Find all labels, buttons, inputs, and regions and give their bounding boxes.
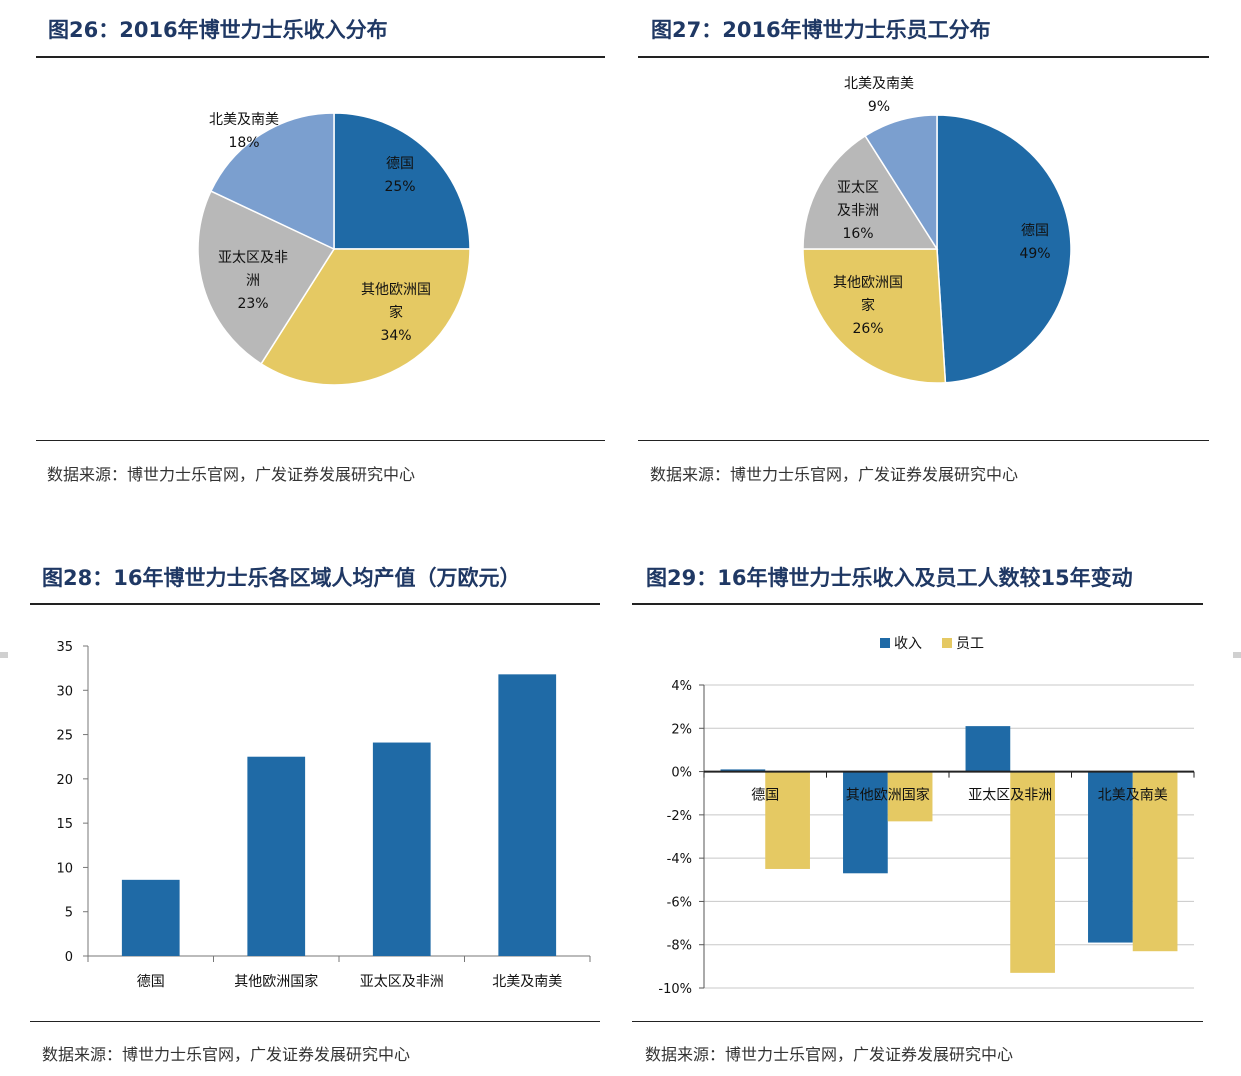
chart28-bar-chart: 0 5 10 15 20 25 30 35 德国 其他欧洲国家 亚太区及非洲 北美及南美 bbox=[56, 640, 591, 990]
chart27-slice-0 bbox=[936, 114, 1072, 384]
chart29-bar-1-2 bbox=[1010, 771, 1055, 973]
chart28-bar-3 bbox=[498, 674, 557, 956]
chart27-slice-3-percent: 9% bbox=[868, 99, 890, 115]
page-edge-mark-left bbox=[0, 652, 8, 658]
chart29-bar-0-0 bbox=[720, 769, 766, 772]
chart28-bar-1 bbox=[247, 756, 306, 956]
chart27-pie: 德国 49% 其他欧洲国家 26% 亚太区及非洲 16% 北美及南美 9% bbox=[802, 76, 1072, 384]
chart27-slice-0-label-line-0: 德国 bbox=[1021, 223, 1049, 239]
chart27-slice-3-label-line-0: 北美及南美 bbox=[844, 76, 914, 92]
chart29-title: 图29：16年博世力士乐收入及员工人数较15年变动 bbox=[646, 566, 1133, 590]
chart26-slice-1-label-line-1: 家 bbox=[389, 304, 403, 321]
chart27-slice-3 bbox=[864, 114, 938, 252]
chart28-ytick-label-4: 20 bbox=[56, 773, 73, 788]
chart26-slice-3 bbox=[209, 112, 335, 251]
chart27-slice-2-percent: 16% bbox=[842, 226, 873, 242]
chart29-top-rule bbox=[632, 603, 1203, 605]
chart26-slice-3-label-line-0: 北美及南美 bbox=[209, 112, 279, 128]
chart26-slice-2-percent: 23% bbox=[237, 296, 268, 312]
chart28-ytick-label-2: 10 bbox=[56, 861, 73, 876]
chart26-slice-1-label-line-0: 其他欧洲国 bbox=[361, 282, 431, 298]
chart29-ytick-label-6: -8% bbox=[667, 939, 692, 954]
chart28-category-label-0: 德国 bbox=[137, 974, 165, 990]
chart29-ytick-label-5: -6% bbox=[667, 895, 692, 910]
chart27-slice-1 bbox=[802, 248, 947, 384]
chart27-slice-1-label-line-0: 其他欧洲国 bbox=[833, 275, 903, 291]
chart29-legend-swatch-1 bbox=[942, 638, 952, 648]
chart29-ytick-label-3: -2% bbox=[667, 809, 692, 824]
chart28-bar-2 bbox=[372, 742, 431, 956]
chart29-bar-1-0 bbox=[765, 771, 810, 869]
chart27-slice-2-label-line-0: 亚太区 bbox=[837, 180, 879, 196]
chart28-source: 数据来源：博世力士乐官网，广发证券发展研究中心 bbox=[42, 1045, 411, 1064]
chart26-source: 数据来源：博世力士乐官网，广发证券发展研究中心 bbox=[47, 465, 416, 484]
chart28-title: 图28：16年博世力士乐各区域人均产值（万欧元） bbox=[42, 566, 521, 590]
chart26-title: 图26：2016年博世力士乐收入分布 bbox=[48, 18, 388, 42]
chart28-ytick-label-3: 15 bbox=[56, 817, 73, 832]
chart29-legend-swatch-0 bbox=[880, 638, 890, 648]
chart29-bar-0-2 bbox=[965, 726, 1011, 772]
chart29-category-label-3: 北美及南美 bbox=[1098, 788, 1168, 804]
chart27-source: 数据来源：博世力士乐官网，广发证券发展研究中心 bbox=[650, 465, 1019, 484]
chart28-ytick-label-1: 5 bbox=[65, 906, 73, 921]
chart27-slice-2-label-line-1: 及非洲 bbox=[837, 203, 879, 219]
chart26-slice-0 bbox=[333, 112, 471, 250]
chart28-category-label-2: 亚太区及非洲 bbox=[360, 974, 444, 990]
chart27-title: 图27：2016年博世力士乐员工分布 bbox=[651, 18, 991, 42]
chart27-slice-2 bbox=[802, 134, 939, 250]
chart28-ytick-label-0: 0 bbox=[65, 950, 73, 965]
chart27-slice-1-label-line-1: 家 bbox=[861, 297, 875, 314]
chart29-category-label-0: 德国 bbox=[751, 788, 779, 804]
chart28-category-label-1: 其他欧洲国家 bbox=[234, 973, 318, 990]
chart29-ytick-label-7: -10% bbox=[658, 982, 692, 997]
chart28-top-rule bbox=[30, 603, 600, 605]
chart26-slice-0-label-line-0: 德国 bbox=[386, 156, 414, 172]
chart26-slice-1 bbox=[260, 248, 471, 386]
chart26-slice-2-label-line-1: 洲 bbox=[246, 273, 260, 289]
chart28-category-label-3: 北美及南美 bbox=[492, 974, 562, 990]
chart26-slice-3-percent: 18% bbox=[228, 135, 259, 151]
chart29-bar-1-1 bbox=[887, 771, 933, 822]
chart28-bottom-rule bbox=[30, 1021, 600, 1022]
chart29-bottom-rule bbox=[632, 1021, 1203, 1022]
page-edge-mark-right bbox=[1233, 652, 1241, 658]
chart29-bar-0-1 bbox=[843, 771, 888, 874]
chart26-slice-2 bbox=[197, 190, 336, 365]
chart28-ytick-label-6: 30 bbox=[56, 684, 73, 699]
chart28-ytick-label-5: 25 bbox=[56, 729, 73, 744]
chart29-ytick-label-4: -4% bbox=[667, 852, 692, 867]
chart29-ytick-label-2: 0% bbox=[671, 766, 692, 781]
chart29-category-label-2: 亚太区及非洲 bbox=[968, 788, 1052, 804]
chart27-slice-0-percent: 49% bbox=[1019, 246, 1050, 262]
chart26-bottom-rule bbox=[36, 440, 605, 441]
chart26-pie: 德国 25% 其他欧洲国家 34% 亚太区及非洲 23% 北美及南美 18% bbox=[197, 112, 471, 386]
chart26-slice-2-label-line-0: 亚太区及非 bbox=[218, 250, 288, 266]
chart29-category-label-1: 其他欧洲国家 bbox=[846, 787, 930, 804]
chart29-ytick-label-1: 2% bbox=[671, 722, 692, 737]
chart29-source: 数据来源：博世力士乐官网，广发证券发展研究中心 bbox=[645, 1045, 1014, 1064]
chart27-slice-1-percent: 26% bbox=[852, 321, 883, 337]
chart26-slice-0-percent: 25% bbox=[384, 179, 415, 195]
chart29-bar-chart: 4% 2% 0% -2% -4% -6% -8% -10% 德国 其他欧洲国家 亚太区及非洲 北美及南… bbox=[658, 636, 1195, 997]
chart29-ytick-label-0: 4% bbox=[671, 679, 692, 694]
chart29-legend-label-1: 员工 bbox=[956, 636, 984, 652]
chart29-bar-1-3 bbox=[1132, 771, 1178, 952]
chart26-top-rule bbox=[36, 56, 605, 58]
chart28-ytick-label-7: 35 bbox=[56, 640, 73, 655]
chart27-top-rule bbox=[638, 56, 1209, 58]
chart29-bar-0-3 bbox=[1088, 771, 1133, 943]
chart28-bar-0 bbox=[121, 879, 180, 956]
chart29-legend-label-0: 收入 bbox=[894, 636, 922, 652]
chart27-bottom-rule bbox=[638, 440, 1209, 441]
chart26-slice-1-percent: 34% bbox=[380, 328, 411, 344]
